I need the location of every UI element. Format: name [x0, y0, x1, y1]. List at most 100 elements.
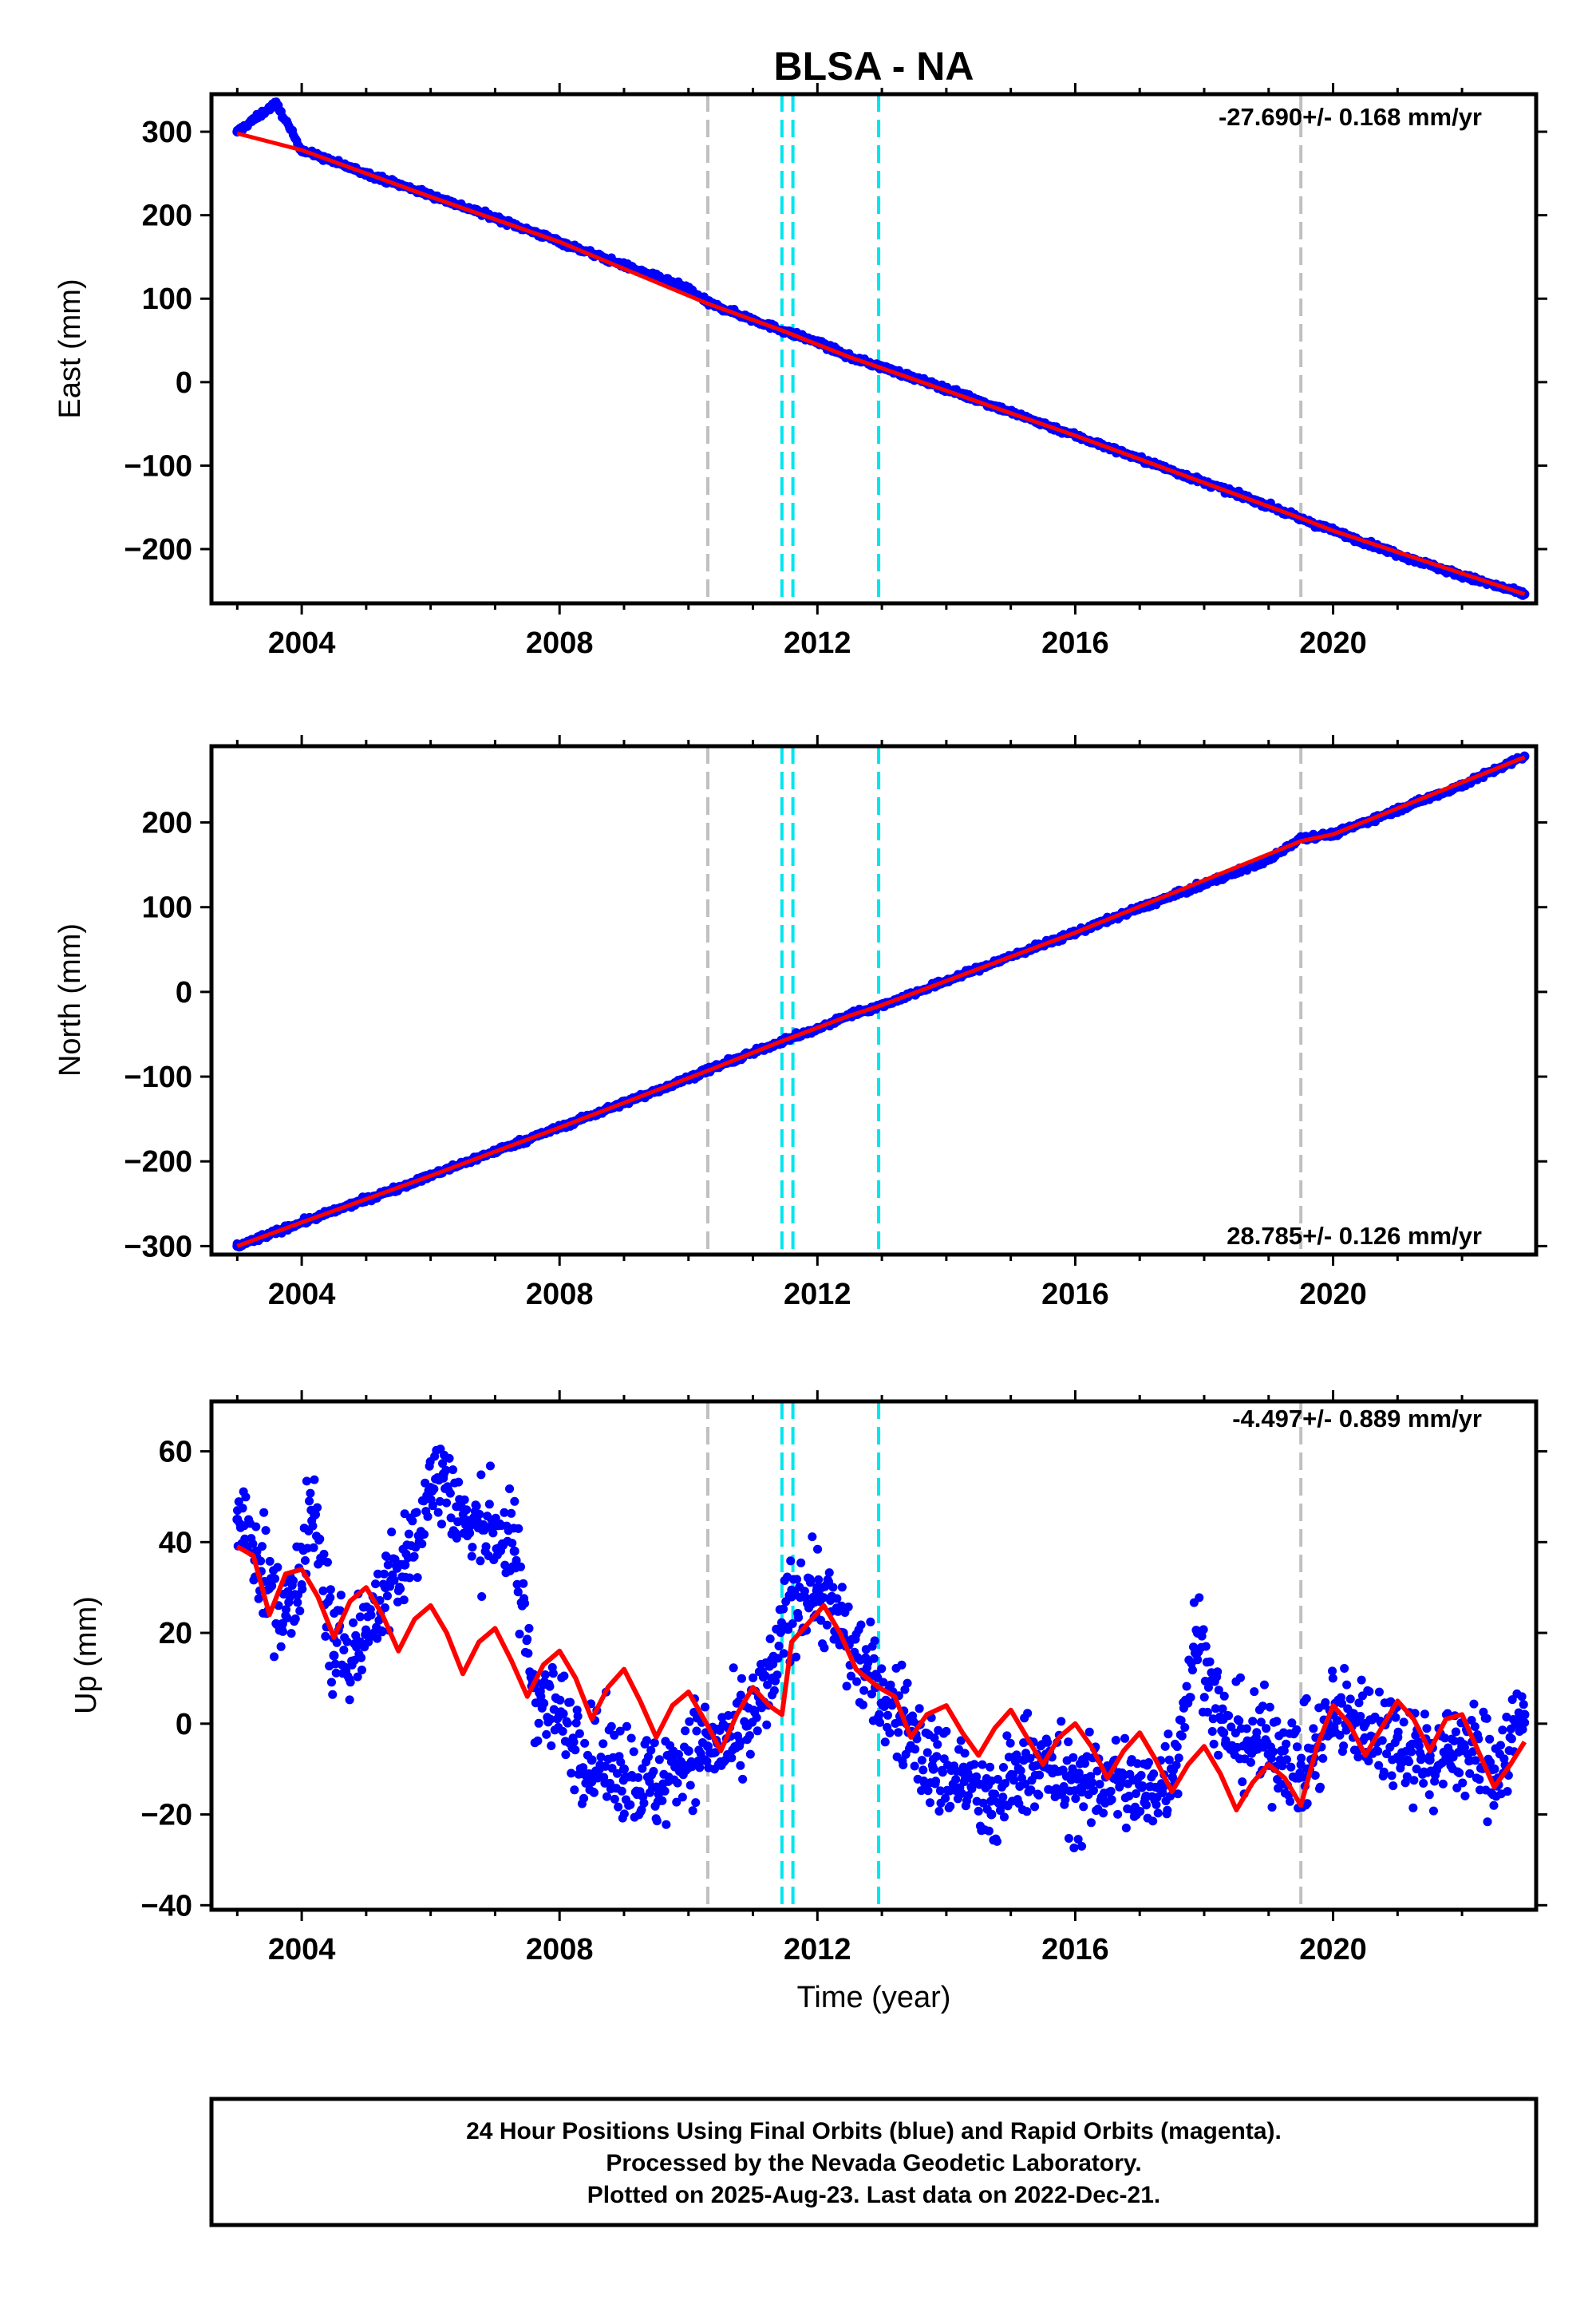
up-frame [209, 1399, 1539, 1912]
east-x-tick-label-0: 2004 [268, 626, 336, 660]
north-y-axis-label: North (mm) [53, 923, 87, 1077]
up-y-tick-label-4: −20 [141, 1799, 192, 1832]
up-observation-point-23 [812, 1583, 823, 1593]
up-y-tick-label-3: 0 [176, 1708, 192, 1741]
up-model-line [235, 1544, 1527, 1812]
up-observation-point-28 [961, 1773, 971, 1784]
footer-line-1: 24 Hour Positions Using Final Orbits (bl… [466, 2118, 1282, 2144]
east-rate-label: -27.690+/- 0.168 mm/yr [1219, 103, 1482, 131]
up-observation-point-17 [651, 1782, 662, 1792]
up-x-tick-label-3: 2016 [1041, 1933, 1109, 1966]
up-observation-point-37 [1219, 1728, 1229, 1738]
up-observation-point-10 [464, 1528, 475, 1538]
up-observation-point-31 [1045, 1764, 1055, 1774]
east-frame [209, 92, 1539, 606]
north-x-tick-label-0: 2004 [268, 1278, 336, 1311]
north-rate-label: 28.785+/- 0.126 mm/yr [1227, 1222, 1482, 1250]
footer-frame [209, 2097, 1539, 2227]
figure-title: BLSA - NA [774, 44, 974, 89]
north-x-tick-label-1: 2008 [526, 1278, 594, 1311]
footer-line-2: Processed by the Nevada Geodetic Laborat… [606, 2150, 1141, 2176]
up-observation-point-29 [986, 1809, 997, 1820]
up-observation-point-11 [490, 1519, 500, 1529]
up-observation-point-5 [354, 1637, 365, 1647]
east-model-line [236, 131, 1526, 596]
east-x-tick-label-4: 2020 [1299, 626, 1367, 660]
north-y-tick-label-5: −300 [124, 1230, 192, 1263]
east-observation-point-1 [271, 98, 281, 109]
footer-line-3: Plotted on 2025-Aug-23. Last data on 202… [587, 2182, 1161, 2208]
north-frame [209, 744, 1539, 1257]
up-y-tick-label-1: 40 [159, 1526, 192, 1559]
east-y-tick-label-2: 100 [142, 283, 192, 316]
up-rate-label: -4.497+/- 0.889 mm/yr [1232, 1405, 1482, 1433]
north-y-tick-label-4: −200 [124, 1145, 192, 1179]
up-observation-point-46 [1489, 1764, 1499, 1774]
up-observation-point-27 [928, 1764, 938, 1774]
up-observation-point-3 [310, 1510, 320, 1520]
north-y-tick-label-3: −100 [124, 1061, 192, 1094]
up-y-tick-label-0: 60 [159, 1436, 192, 1469]
up-y-tick-label-2: 20 [159, 1617, 192, 1650]
north-plot-content: 2004 2008 2012 2016 2020 200 100 0 −100 −200 −300 [124, 735, 1547, 1311]
up-x-tick-label-0: 2004 [268, 1933, 336, 1966]
north-observation-point-19 [1263, 855, 1274, 865]
up-y-tick-label-5: −40 [141, 1889, 192, 1923]
east-plot-area [232, 94, 1530, 603]
up-observation-point-30 [1018, 1755, 1029, 1765]
up-observation-point-21 [767, 1673, 777, 1683]
up-observation-point-18 [683, 1745, 693, 1756]
panel-up: 2004 2008 2012 2016 2020 60 40 20 0 −20 −40 -4.497… [69, 1390, 1547, 2014]
panel-east: 2004 2008 2012 2016 2020 300 200 100 0 −100 −200 -… [53, 83, 1547, 660]
north-x-tick-label-4: 2020 [1299, 1278, 1367, 1311]
up-observation-point-47 [1519, 1709, 1530, 1720]
up-observation-points [233, 1445, 1530, 1852]
up-observation-point-12 [509, 1546, 519, 1556]
north-y-tick-label-0: 200 [142, 807, 192, 840]
east-y-tick-label-5: −200 [124, 533, 192, 567]
up-x-axis-label: Time (year) [797, 1981, 951, 2014]
up-observation-point-38 [1250, 1737, 1261, 1747]
up-observation-point-22 [787, 1591, 797, 1602]
east-y-tick-label-3: 0 [176, 366, 192, 400]
east-plot-content: 2004 2008 2012 2016 2020 300 200 100 0 −100 −200 [124, 83, 1547, 660]
up-observation-point-32 [1077, 1787, 1087, 1797]
north-x-tick-label-3: 2016 [1041, 1278, 1109, 1311]
up-plot-content: 2004 2008 2012 2016 2020 60 40 20 0 −20 −40 [141, 1390, 1547, 1966]
up-observation-point-9 [438, 1469, 448, 1479]
east-observation-point-8 [683, 283, 693, 294]
up-observation-point-2 [277, 1618, 287, 1629]
up-observation-point-44 [1424, 1755, 1435, 1765]
east-x-tick-label-2: 2012 [784, 626, 851, 660]
north-y-tick-label-1: 100 [142, 891, 192, 925]
up-observation-point-19 [702, 1741, 713, 1752]
east-x-tick-label-3: 2016 [1041, 626, 1109, 660]
north-plot-area [232, 746, 1530, 1255]
east-y-axis-label: East (mm) [53, 279, 87, 418]
up-observation-point-4 [329, 1650, 339, 1661]
up-x-tick-label-2: 2012 [784, 1933, 851, 1966]
up-y-axis-label: Up (mm) [69, 1596, 103, 1714]
up-observation-point-39 [1276, 1745, 1286, 1756]
up-observation-point-35 [1167, 1764, 1177, 1774]
up-x-tick-label-1: 2008 [526, 1933, 594, 1966]
up-observation-point-43 [1393, 1732, 1403, 1742]
up-plot-area [232, 1401, 1530, 1910]
up-observation-point-14 [555, 1709, 565, 1720]
up-observation-point-34 [1141, 1791, 1152, 1801]
up-observation-point-7 [400, 1559, 410, 1570]
north-y-tick-label-2: 0 [176, 976, 192, 1010]
up-observation-point-42 [1360, 1718, 1370, 1729]
up-observation-point-0 [232, 1514, 243, 1524]
up-observation-point-8 [425, 1483, 436, 1493]
north-x-tick-label-2: 2012 [784, 1278, 851, 1311]
up-observation-point-16 [618, 1764, 629, 1774]
panel-north: 2004 2008 2012 2016 20202001000−100−200−300 … [53, 735, 1547, 1311]
north-model-line [236, 755, 1526, 1248]
up-observation-point-15 [587, 1755, 597, 1765]
up-observation-point-6 [381, 1583, 391, 1593]
east-y-tick-label-1: 200 [142, 200, 192, 233]
up-observation-point-36 [1192, 1628, 1203, 1638]
east-y-tick-label-0: 300 [142, 116, 192, 149]
